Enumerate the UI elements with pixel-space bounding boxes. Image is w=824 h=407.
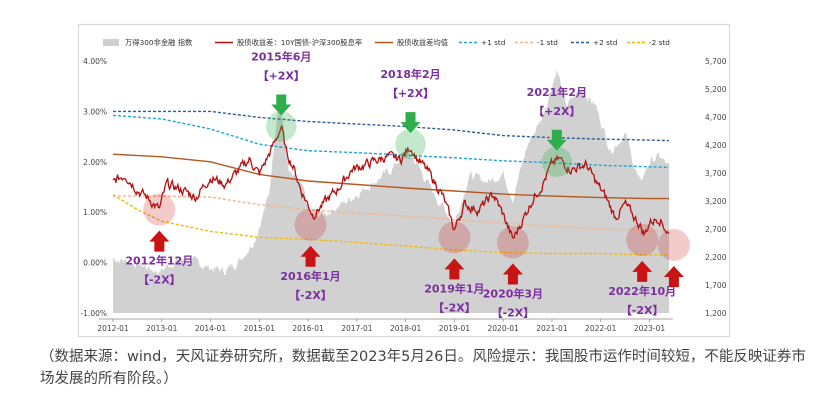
- high-marker-circle: [395, 128, 426, 160]
- high-marker-circle: [541, 146, 573, 178]
- annotation-label: 【-2X】: [289, 289, 332, 302]
- annotation-label: 2012年12月: [125, 254, 193, 268]
- y-right-tick-label: 4,200: [705, 141, 727, 150]
- y-right-tick-label: 4,700: [705, 113, 727, 122]
- x-tick-label: 2022-01: [585, 324, 617, 333]
- y-right-tick-label: 5,700: [705, 57, 727, 66]
- x-tick-label: 2015-01: [244, 324, 276, 333]
- y-right-tick-label: 3,700: [705, 169, 727, 178]
- legend-label: +2 std: [593, 38, 617, 47]
- x-tick-label: 2019-01: [439, 324, 471, 333]
- annotation-label: 2021年2月: [527, 85, 587, 99]
- x-tick-label: 2018-01: [390, 324, 422, 333]
- index-area-layer: [113, 69, 669, 313]
- annotation-label: 【-2X】: [433, 301, 476, 314]
- x-tick-label: 2021-01: [536, 324, 568, 333]
- y-left-tick-label: -1.00%: [80, 309, 107, 318]
- y-right-tick-label: 2,200: [705, 253, 727, 262]
- up-arrow-icon: [149, 230, 170, 252]
- annotation-layer: 2015年6月【+2X】 2018年2月【+2X】 2021年2月【+2X】2012…: [125, 50, 690, 319]
- legend-label: 股债收益差：10Y国债-沪深300股息率: [237, 38, 362, 47]
- legend-swatch: [103, 39, 119, 46]
- y-left-tick-label: 4.00%: [83, 57, 107, 66]
- y-left-tick-label: 2.00%: [83, 158, 107, 167]
- x-tick-label: 2012-01: [97, 324, 129, 333]
- x-tick-label: 2020-01: [488, 324, 520, 333]
- low-marker-circle: [143, 193, 176, 226]
- annotation-label: 【+2X】: [533, 105, 580, 118]
- y-right-tick-label: 1,200: [705, 309, 727, 318]
- annotation-label: 【-2X】: [621, 304, 664, 317]
- legend-label: +1 std: [481, 38, 505, 47]
- up-arrow-icon: [300, 245, 321, 267]
- down-arrow-icon: [400, 112, 421, 134]
- down-arrow-icon: [546, 129, 567, 151]
- annotation-label: 2022年10月: [608, 284, 676, 298]
- mean-line: [112, 153, 669, 200]
- chart-svg: 4.00% 3.00% 2.00% 1.00% 0.00% -1.00% 5,700 5,20…: [80, 38, 726, 333]
- low-marker-circle: [626, 223, 659, 256]
- annotation-label: 2020年3月: [483, 286, 543, 300]
- x-tick-label: 2013-01: [146, 324, 178, 333]
- high-marker-circle: [265, 111, 297, 142]
- low-marker-circle: [657, 228, 690, 261]
- up-arrow-icon: [444, 258, 465, 280]
- x-tick-label: 2016-01: [292, 324, 324, 333]
- minus-2-std-line: [112, 194, 669, 256]
- y-left-tick-label: 3.00%: [83, 107, 107, 116]
- up-arrow-icon: [632, 260, 653, 282]
- annotation-label: 2015年6月: [251, 50, 311, 64]
- line-layer: [112, 110, 670, 256]
- low-marker-circle: [496, 226, 529, 259]
- y-right-tick-label: 2,700: [705, 225, 727, 234]
- annotation-label: 【+2X】: [387, 87, 434, 100]
- plus-2-std-line: [113, 110, 670, 142]
- legend-label: 股债收益差均值: [397, 38, 448, 47]
- legend: 万得300非金融 指数 股债收益差：10Y国债-沪深300股息率 股债收益差均值 +1…: [103, 38, 670, 47]
- x-tick-label: 2017-01: [341, 324, 373, 333]
- axis-layer: 4.00% 3.00% 2.00% 1.00% 0.00% -1.00% 5,700 5,20…: [80, 57, 726, 333]
- annotation-label: 【+2X】: [258, 70, 305, 83]
- y-right-tick-label: 3,200: [705, 197, 727, 206]
- up-arrow-icon: [502, 263, 523, 285]
- y-right-tick-label: 1,700: [705, 281, 727, 290]
- annotation-label: 2018年2月: [380, 67, 440, 81]
- x-tick-label: 2014-01: [195, 324, 227, 333]
- annotation-label: 2019年1月: [424, 281, 484, 295]
- index-area-series: [113, 69, 669, 313]
- y-left-tick-label: 1.00%: [83, 208, 107, 217]
- legend-label: -1 std: [537, 38, 558, 47]
- spread-line: [112, 125, 670, 239]
- y-right-tick-label: 5,200: [705, 85, 727, 94]
- low-marker-circle: [438, 221, 471, 254]
- annotation-label: 【-2X】: [138, 274, 181, 287]
- y-left-tick-label: 0.00%: [83, 259, 107, 268]
- chart-frame: 4.00% 3.00% 2.00% 1.00% 0.00% -1.00% 5,700 5,20…: [78, 24, 730, 337]
- annotation-label: 2016年1月: [280, 269, 340, 283]
- legend-label: -2 std: [649, 38, 670, 47]
- x-tick-label: 2023-01: [634, 324, 666, 333]
- annotation-label: 【-2X】: [492, 306, 535, 319]
- minus-1-std-line: [113, 195, 670, 233]
- up-arrow-icon: [663, 265, 684, 287]
- down-arrow-icon: [271, 94, 292, 116]
- legend-label: 万得300非金融 指数: [125, 38, 193, 47]
- low-marker-circle: [294, 208, 327, 241]
- source-caption: （数据来源：wind，天风证券研究所，数据截至2023年5月26日。风险提示：我…: [40, 349, 806, 387]
